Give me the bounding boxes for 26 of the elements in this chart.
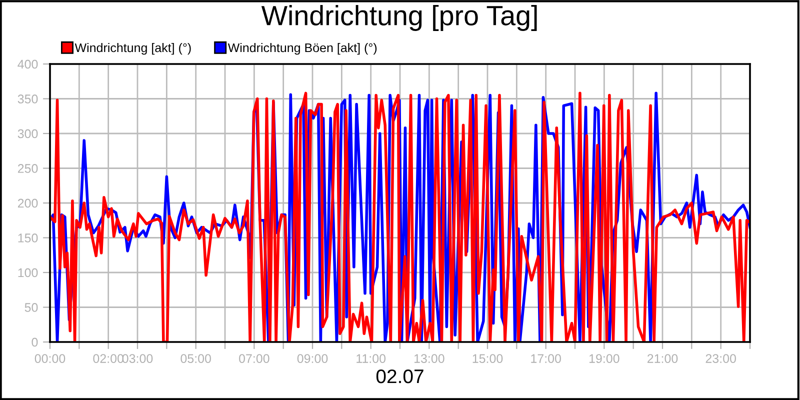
x-tick-label: 11:00: [356, 354, 386, 363]
x-tick-label: 17:00: [531, 354, 561, 363]
x-tick-label: 13:00: [414, 354, 444, 363]
x-tick-label: 23:00: [706, 354, 736, 363]
x-tick-label: 21:00: [647, 354, 678, 363]
x-tick-label: 02:00: [93, 354, 124, 363]
x-tick-label: 03:00: [122, 354, 153, 363]
y-tick-label: 0: [32, 338, 38, 347]
x-tick-label: 05:00: [180, 354, 211, 363]
y-tick-label: 350: [18, 94, 38, 104]
legend-label: Windrichtung [akt] (°): [74, 43, 191, 55]
y-tick-label: 400: [18, 60, 38, 69]
chart-title: Windrichtung [pro Tag]: [261, 5, 537, 31]
y-tick-label: 250: [18, 164, 38, 173]
y-tick-label: 150: [18, 234, 38, 242]
y-tick-label: 200: [18, 198, 38, 208]
x-tick-label: 07:00: [239, 354, 270, 363]
y-tick-label: 100: [18, 268, 38, 278]
x-axis-title: 02.07: [376, 369, 424, 384]
x-tick-label: 19:00: [589, 354, 620, 363]
x-tick-label: 15:00: [472, 354, 503, 363]
y-tick-label: 50: [24, 303, 38, 312]
y-tick-label: 300: [18, 129, 38, 138]
x-tick-label: 09:00: [297, 354, 328, 363]
x-tick-label: 00:00: [34, 354, 66, 363]
legend-label: Windrichtung Böen [akt] (°): [228, 43, 377, 55]
